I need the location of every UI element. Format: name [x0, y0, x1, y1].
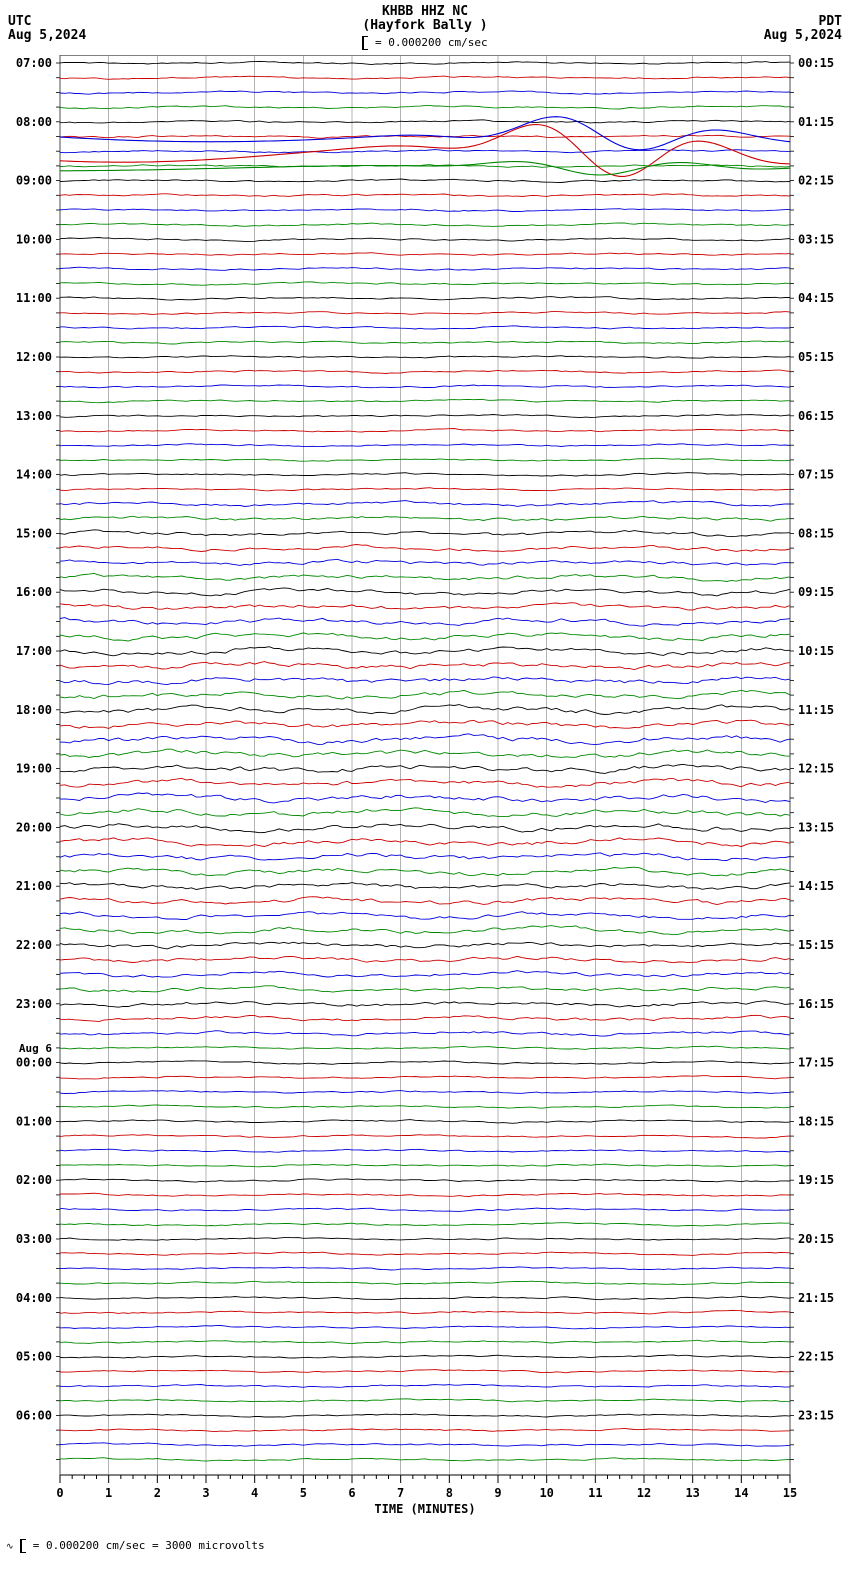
- svg-text:4: 4: [251, 1486, 258, 1500]
- svg-text:9: 9: [494, 1486, 501, 1500]
- svg-text:5: 5: [300, 1486, 307, 1500]
- scale-label: = 0.000200 cm/sec: [0, 36, 850, 50]
- svg-text:10: 10: [539, 1486, 553, 1500]
- svg-text:14:00: 14:00: [16, 468, 52, 482]
- svg-text:03:15: 03:15: [798, 232, 834, 246]
- svg-text:03:00: 03:00: [16, 1232, 52, 1246]
- svg-text:07:15: 07:15: [798, 468, 834, 482]
- svg-text:0: 0: [56, 1486, 63, 1500]
- svg-text:15:00: 15:00: [16, 526, 52, 540]
- svg-text:11: 11: [588, 1486, 602, 1500]
- svg-text:06:15: 06:15: [798, 409, 834, 423]
- footer-scale: ∿ = 0.000200 cm/sec = 3000 microvolts: [0, 1535, 850, 1553]
- svg-text:TIME (MINUTES): TIME (MINUTES): [374, 1502, 475, 1516]
- svg-text:14: 14: [734, 1486, 748, 1500]
- seismogram-svg: 0123456789101112131415TIME (MINUTES)07:0…: [0, 55, 850, 1535]
- svg-text:08:15: 08:15: [798, 526, 834, 540]
- svg-text:22:15: 22:15: [798, 1350, 834, 1364]
- svg-text:02:00: 02:00: [16, 1173, 52, 1187]
- svg-text:12:15: 12:15: [798, 762, 834, 776]
- chart-header: UTC Aug 5,2024 PDT Aug 5,2024 KHBB HHZ N…: [0, 0, 850, 55]
- svg-text:13: 13: [685, 1486, 699, 1500]
- svg-text:04:15: 04:15: [798, 291, 834, 305]
- svg-text:15:15: 15:15: [798, 938, 834, 952]
- svg-text:10:15: 10:15: [798, 644, 834, 658]
- svg-text:Aug 6: Aug 6: [19, 1042, 52, 1055]
- svg-text:11:00: 11:00: [16, 291, 52, 305]
- svg-text:12: 12: [637, 1486, 651, 1500]
- svg-text:12:00: 12:00: [16, 350, 52, 364]
- svg-text:3: 3: [202, 1486, 209, 1500]
- svg-text:16:15: 16:15: [798, 997, 834, 1011]
- svg-text:05:00: 05:00: [16, 1350, 52, 1364]
- svg-text:13:15: 13:15: [798, 820, 834, 834]
- svg-text:05:15: 05:15: [798, 350, 834, 364]
- svg-text:07:00: 07:00: [16, 56, 52, 70]
- svg-text:04:00: 04:00: [16, 1291, 52, 1305]
- svg-text:16:00: 16:00: [16, 585, 52, 599]
- svg-text:23:00: 23:00: [16, 997, 52, 1011]
- svg-text:21:00: 21:00: [16, 879, 52, 893]
- svg-text:6: 6: [348, 1486, 355, 1500]
- station-location: (Hayfork Bally ): [0, 18, 850, 33]
- svg-text:18:15: 18:15: [798, 1114, 834, 1128]
- svg-text:20:15: 20:15: [798, 1232, 834, 1246]
- svg-text:23:15: 23:15: [798, 1408, 834, 1422]
- svg-text:21:15: 21:15: [798, 1291, 834, 1305]
- svg-text:10:00: 10:00: [16, 232, 52, 246]
- svg-text:08:00: 08:00: [16, 115, 52, 129]
- svg-text:19:15: 19:15: [798, 1173, 834, 1187]
- svg-text:2: 2: [154, 1486, 161, 1500]
- svg-text:14:15: 14:15: [798, 879, 834, 893]
- svg-text:20:00: 20:00: [16, 820, 52, 834]
- svg-text:19:00: 19:00: [16, 762, 52, 776]
- svg-text:22:00: 22:00: [16, 938, 52, 952]
- svg-text:01:15: 01:15: [798, 115, 834, 129]
- svg-text:09:15: 09:15: [798, 585, 834, 599]
- svg-text:00:15: 00:15: [798, 56, 834, 70]
- svg-text:7: 7: [397, 1486, 404, 1500]
- svg-text:09:00: 09:00: [16, 174, 52, 188]
- station-code: KHBB HHZ NC: [0, 4, 850, 19]
- svg-text:02:15: 02:15: [798, 174, 834, 188]
- svg-text:18:00: 18:00: [16, 703, 52, 717]
- svg-text:1: 1: [105, 1486, 112, 1500]
- svg-text:13:00: 13:00: [16, 409, 52, 423]
- seismogram-plot: 0123456789101112131415TIME (MINUTES)07:0…: [0, 55, 850, 1535]
- svg-text:15: 15: [783, 1486, 797, 1500]
- svg-text:8: 8: [446, 1486, 453, 1500]
- svg-text:00:00: 00:00: [16, 1056, 52, 1070]
- svg-text:01:00: 01:00: [16, 1114, 52, 1128]
- svg-text:17:00: 17:00: [16, 644, 52, 658]
- svg-text:06:00: 06:00: [16, 1408, 52, 1422]
- svg-text:17:15: 17:15: [798, 1056, 834, 1070]
- svg-text:11:15: 11:15: [798, 703, 834, 717]
